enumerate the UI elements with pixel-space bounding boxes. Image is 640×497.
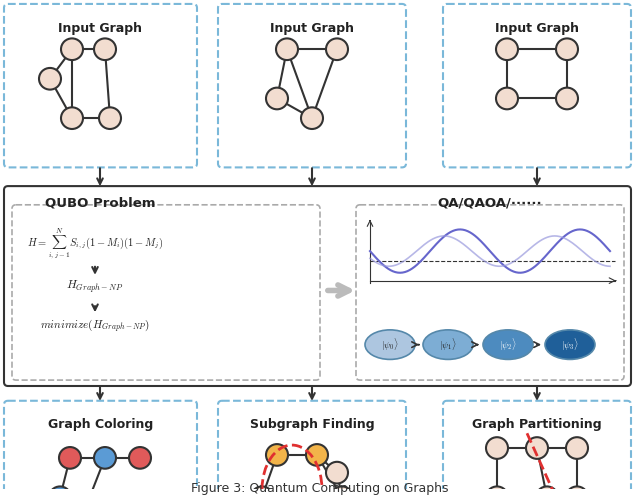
Ellipse shape <box>365 330 415 359</box>
Circle shape <box>129 447 151 469</box>
Circle shape <box>59 447 81 469</box>
Circle shape <box>61 107 83 129</box>
Text: Graph Partitioning: Graph Partitioning <box>472 418 602 431</box>
Circle shape <box>266 444 288 466</box>
Circle shape <box>496 38 518 60</box>
Text: $minimize(H_{Graph-NP})$: $minimize(H_{Graph-NP})$ <box>40 317 150 334</box>
Circle shape <box>496 87 518 109</box>
Text: Figure 3: Quantum Computing on Graphs: Figure 3: Quantum Computing on Graphs <box>191 483 449 496</box>
FancyBboxPatch shape <box>443 4 631 167</box>
Ellipse shape <box>483 330 533 359</box>
FancyBboxPatch shape <box>4 186 631 386</box>
Circle shape <box>536 487 558 497</box>
Circle shape <box>331 487 353 497</box>
Text: QUBO Problem: QUBO Problem <box>45 197 156 210</box>
Circle shape <box>486 437 508 459</box>
FancyBboxPatch shape <box>218 4 406 167</box>
FancyBboxPatch shape <box>4 401 197 497</box>
Circle shape <box>49 487 71 497</box>
Circle shape <box>526 437 548 459</box>
FancyBboxPatch shape <box>443 401 631 497</box>
Text: QA/QAOA/······: QA/QAOA/······ <box>438 197 542 210</box>
Circle shape <box>301 107 323 129</box>
Circle shape <box>566 487 588 497</box>
Circle shape <box>556 87 578 109</box>
Text: Graph Coloring: Graph Coloring <box>48 418 153 431</box>
FancyBboxPatch shape <box>356 205 624 380</box>
FancyBboxPatch shape <box>4 4 197 167</box>
Circle shape <box>566 437 588 459</box>
Text: $|\psi_1\rangle$: $|\psi_1\rangle$ <box>439 336 457 353</box>
Circle shape <box>94 38 116 60</box>
Circle shape <box>556 38 578 60</box>
Text: $H_{Graph-NP}$: $H_{Graph-NP}$ <box>67 279 124 295</box>
Text: Input Graph: Input Graph <box>270 22 354 35</box>
FancyBboxPatch shape <box>218 401 406 497</box>
Text: Input Graph: Input Graph <box>58 22 143 35</box>
Circle shape <box>486 487 508 497</box>
Circle shape <box>99 107 121 129</box>
Text: $|\psi_3\rangle$: $|\psi_3\rangle$ <box>561 336 579 353</box>
Circle shape <box>61 38 83 60</box>
Circle shape <box>251 487 273 497</box>
FancyBboxPatch shape <box>12 205 320 380</box>
Text: $H = \sum_{\,i,j-1}^{N} S_{i,j}(1-M_i)(1-M_j)$: $H = \sum_{\,i,j-1}^{N} S_{i,j}(1-M_i)(1… <box>27 227 163 260</box>
Text: $|\psi_2\rangle$: $|\psi_2\rangle$ <box>499 336 516 353</box>
Circle shape <box>306 444 328 466</box>
Circle shape <box>266 87 288 109</box>
Text: Input Graph: Input Graph <box>495 22 579 35</box>
Circle shape <box>326 462 348 484</box>
Ellipse shape <box>545 330 595 359</box>
Text: $|\psi_0\rangle$: $|\psi_0\rangle$ <box>381 336 399 353</box>
Ellipse shape <box>423 330 473 359</box>
Text: Subgraph Finding: Subgraph Finding <box>250 418 374 431</box>
Circle shape <box>94 447 116 469</box>
Circle shape <box>326 38 348 60</box>
Circle shape <box>39 68 61 89</box>
Circle shape <box>276 38 298 60</box>
